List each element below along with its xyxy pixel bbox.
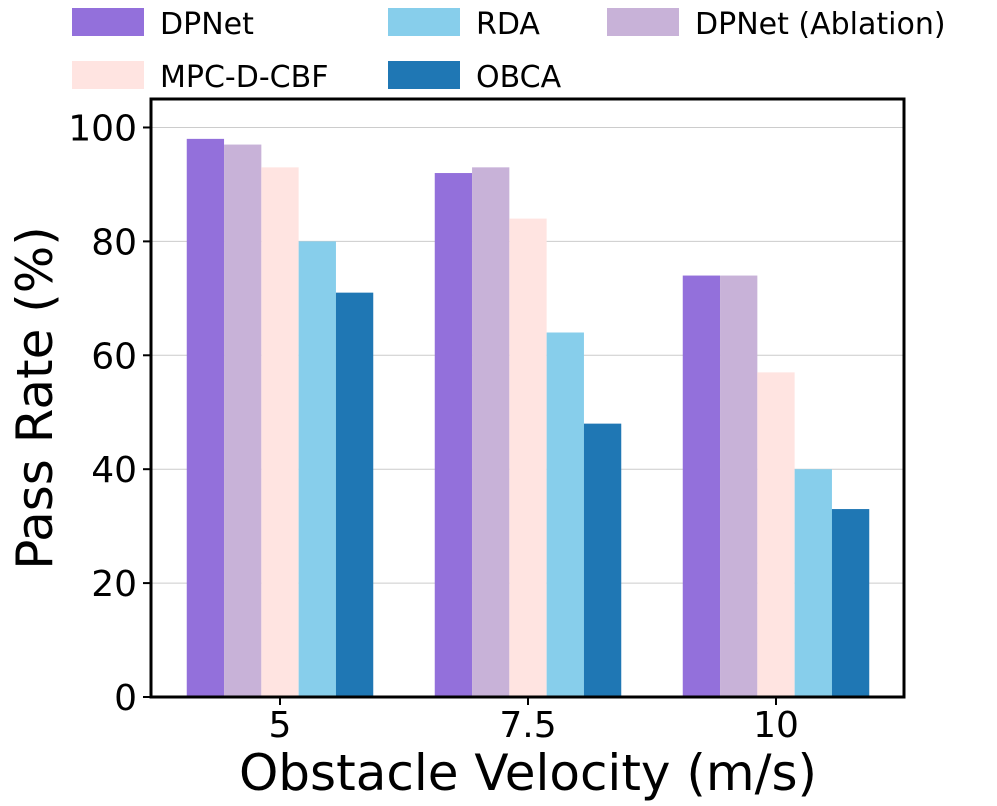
legend-swatch <box>72 61 144 89</box>
bar-rda-7.5 <box>546 332 584 697</box>
bar-dpnet-ablation-5 <box>224 144 262 698</box>
bar-dpnet-ablation-7.5 <box>472 167 510 698</box>
x-axis-ticks: 5 7.5 10 <box>269 697 799 746</box>
legend-label: OBCA <box>476 60 562 95</box>
legend-item-dpnet: DPNet <box>72 7 254 42</box>
legend-item-rda: RDA <box>388 7 540 42</box>
legend-label: DPNet <box>160 7 254 42</box>
legend: DPNet RDA DPNet (Ablation) MPC-D-CBF OBCA <box>72 7 946 95</box>
bar-dpnet-10 <box>682 275 721 697</box>
bar-mpc-d-cbf-7.5 <box>509 218 547 697</box>
bars <box>186 138 870 698</box>
y-axis-title: Pass Rate (%) <box>6 226 64 570</box>
legend-swatch <box>388 61 460 89</box>
y-tick-label: 20 <box>91 564 137 605</box>
legend-label: DPNet (Ablation) <box>695 7 946 42</box>
bar-obca-5 <box>335 292 374 697</box>
x-tick-label: 5 <box>269 705 292 746</box>
y-tick-label: 0 <box>114 678 137 719</box>
x-tick-label: 7.5 <box>499 705 556 746</box>
bar-obca-7.5 <box>583 423 622 697</box>
legend-swatch <box>72 8 144 36</box>
legend-label: MPC-D-CBF <box>160 60 328 95</box>
bar-dpnet-5 <box>186 138 225 697</box>
legend-swatch <box>607 8 679 36</box>
bar-dpnet-ablation-10 <box>720 275 758 697</box>
y-tick-label: 40 <box>91 450 137 491</box>
legend-item-dpnet-ablation: DPNet (Ablation) <box>607 7 946 42</box>
x-tick-label: 10 <box>753 705 799 746</box>
bar-mpc-d-cbf-5 <box>261 167 299 698</box>
y-tick-label: 100 <box>68 108 137 149</box>
legend-label: RDA <box>476 7 540 42</box>
x-axis-title: Obstacle Velocity (m/s) <box>239 744 817 802</box>
legend-item-mpc-d-cbf: MPC-D-CBF <box>72 60 328 95</box>
y-tick-label: 60 <box>91 336 137 377</box>
legend-swatch <box>388 8 460 36</box>
bar-rda-5 <box>298 241 336 697</box>
bar-rda-10 <box>794 469 832 697</box>
y-tick-label: 80 <box>91 222 137 263</box>
bar-mpc-d-cbf-10 <box>757 372 795 697</box>
y-axis-ticks: 0 20 40 60 80 100 <box>68 108 151 719</box>
legend-item-obca: OBCA <box>388 60 562 95</box>
bar-obca-10 <box>831 509 870 697</box>
bar-dpnet-7.5 <box>434 173 473 698</box>
